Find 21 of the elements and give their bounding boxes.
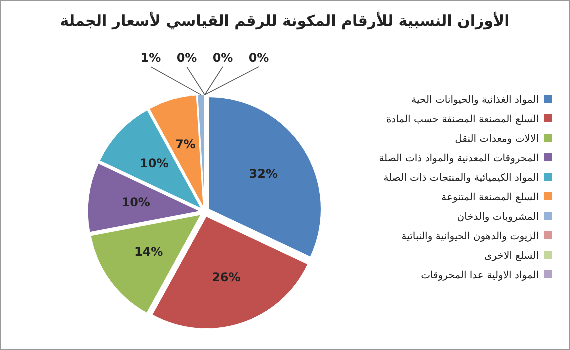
text: 0%: [176, 51, 198, 65]
legend-label: الزيوت والدهون الحيوانية والنباتية: [402, 232, 539, 242]
legend-label: السلع المصنعة المتنوعة: [442, 192, 539, 204]
text: 0%: [212, 51, 234, 65]
data-label: 10%: [122, 196, 150, 210]
legend-label: المحروقات المعدنية والمواد ذات الصلة: [379, 154, 539, 164]
legend-label: المواد الكيميائية والمنتجات ذات الصلة: [384, 173, 539, 184]
legend-label: الالات ومعدات النقل: [455, 134, 539, 145]
legend-label: المواد الغذائية والحيوانات الحية: [412, 95, 539, 106]
text: 0%: [248, 51, 270, 65]
data-label: 26%: [212, 270, 241, 284]
data-label: 1%: [140, 51, 162, 65]
legend-label: السلع المصنعة المصنفة حسب المادة: [386, 114, 539, 126]
data-label: 14%: [134, 245, 164, 260]
legend-label: المشروبات والدخان: [457, 212, 539, 223]
data-label: 10%: [140, 156, 169, 171]
data-label: 32%: [249, 167, 278, 182]
legend-label: السلع الاخرى: [484, 251, 539, 262]
data-label: 7%: [175, 138, 196, 152]
legend-label: المواد الاولية عدا المحروقات: [421, 270, 539, 282]
chart-title: الأوزان النسبية للأرقام المكونة للرقم القياسي لأسعار الجملة: [60, 11, 510, 30]
